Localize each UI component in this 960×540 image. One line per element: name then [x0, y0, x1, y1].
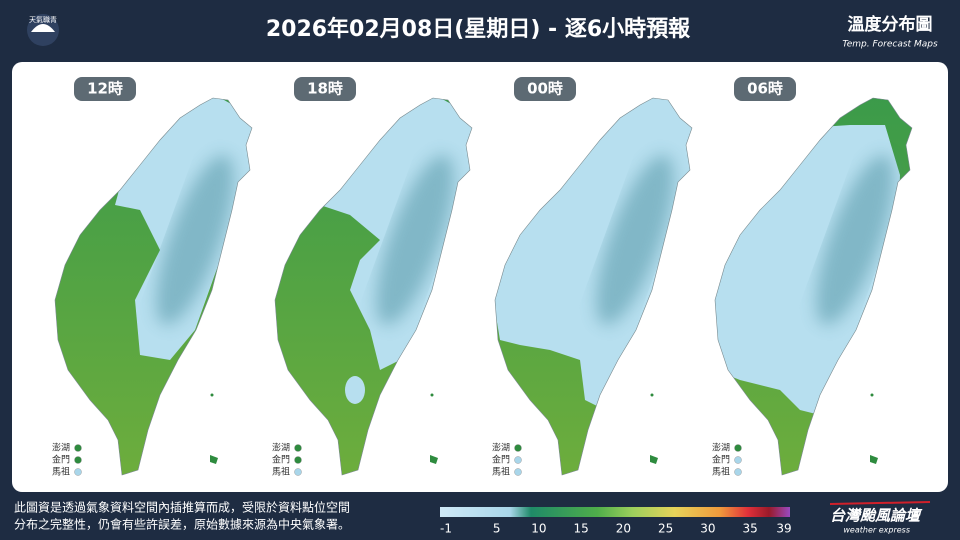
brand-en: weather express — [843, 526, 910, 535]
brand: 台灣颱風論壇 — [830, 507, 923, 525]
island — [210, 455, 218, 464]
subtitle-en: Temp. Forecast Maps — [842, 40, 938, 50]
island-dot — [294, 456, 302, 464]
island — [210, 393, 214, 397]
time-pill — [734, 77, 796, 101]
mountain-shade — [596, 154, 674, 326]
island-dot — [734, 444, 742, 452]
title: 2026年02月08日(星期日) - 逐6小時預報 — [266, 16, 691, 42]
island-dot — [74, 456, 82, 464]
colorbar-tick-label: 10 — [531, 522, 546, 536]
time-label: 06時 — [747, 80, 783, 98]
island-label: 金門 — [492, 454, 510, 466]
island-dot — [734, 456, 742, 464]
colorbar-tick-label: 5 — [493, 522, 501, 536]
colorbar-tick-label: 30 — [700, 522, 715, 536]
mountain-shade — [376, 154, 454, 326]
island-label: 澎湖 — [492, 442, 510, 454]
island-label: 金門 — [712, 454, 730, 466]
island-dot — [74, 444, 82, 452]
island-label: 馬祖 — [712, 466, 730, 478]
island-label: 馬祖 — [492, 466, 510, 478]
island-dot — [294, 468, 302, 476]
island-label: 澎湖 — [712, 442, 730, 454]
colorbar-tick-label: 39 — [776, 522, 791, 536]
time-pill — [294, 77, 356, 101]
logo-text: 天氣職青 — [29, 15, 57, 24]
colorbar-tick-label: 20 — [616, 522, 631, 536]
island-dot — [514, 444, 522, 452]
island-label: 澎湖 — [52, 442, 70, 454]
island-label: 金門 — [272, 454, 290, 466]
colorbar-ticks: -1 5 10 15 20 25 30 35 39 — [440, 522, 792, 536]
mountain-shade — [156, 154, 234, 326]
island — [650, 393, 654, 397]
island-label: 金門 — [52, 454, 70, 466]
mountain-shade — [816, 154, 894, 326]
island-dot — [514, 468, 522, 476]
time-pill — [514, 77, 576, 101]
colorbar — [440, 507, 790, 517]
island — [870, 455, 878, 464]
island-dot — [734, 468, 742, 476]
note-line: 此圖資是透過氣象資料空間內插推算而成，受限於資料點位空間 — [14, 500, 350, 515]
brand-line — [829, 501, 931, 505]
header: 天氣職青 2026年02月08日(星期日) - 逐6小時預報 溫度分布圖 Tem… — [27, 14, 938, 50]
island — [870, 393, 874, 397]
island — [430, 393, 434, 397]
island-label: 澎湖 — [272, 442, 290, 454]
umbrella — [31, 24, 55, 32]
footer: 此圖資是透過氣象資料空間內插推算而成，受限於資料點位空間 分布之完整性，仍會有些… — [14, 500, 931, 536]
island-dot — [514, 456, 522, 464]
island-dot — [294, 444, 302, 452]
time-label: 00時 — [527, 80, 563, 98]
island-label: 馬祖 — [52, 466, 70, 478]
colorbar-tick-label: 35 — [743, 522, 758, 536]
time-pill — [74, 77, 136, 101]
note-line: 分布之完整性，仍會有些許誤差，原始數據來源為中央氣象署。 — [14, 517, 350, 532]
time-label: 18時 — [307, 80, 343, 98]
colorbar-tick-label: -1 — [440, 522, 452, 536]
island — [430, 455, 438, 464]
island — [650, 455, 658, 464]
island-label: 馬祖 — [272, 466, 290, 478]
subtitle: 溫度分布圖 — [848, 14, 933, 35]
time-label: 12時 — [87, 80, 123, 98]
colorbar-tick-label: 25 — [658, 522, 673, 536]
island-dot — [74, 468, 82, 476]
colorbar-tick-label: 15 — [574, 522, 589, 536]
